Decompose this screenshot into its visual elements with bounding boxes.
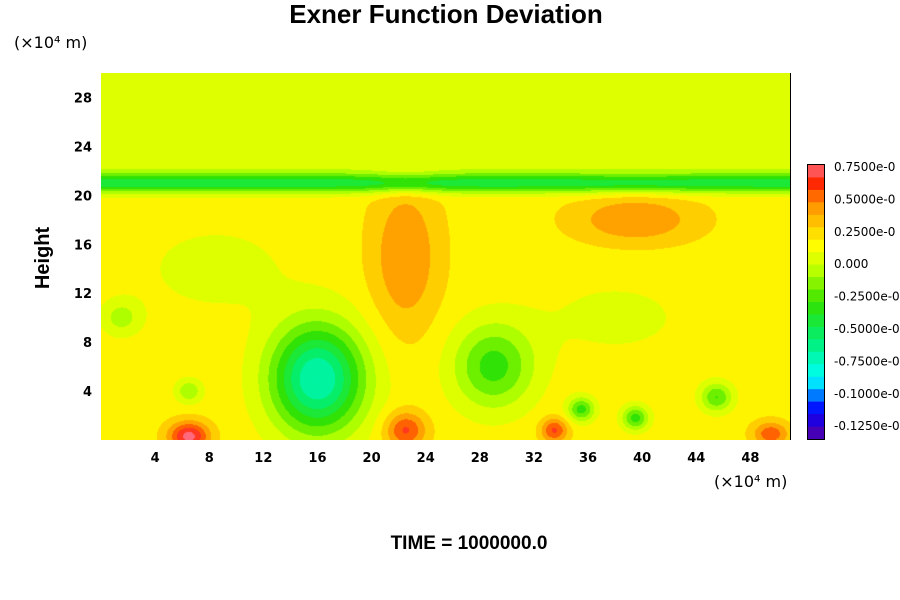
y-axis-label: Height bbox=[32, 227, 54, 290]
colorbar-cell bbox=[808, 264, 824, 278]
colorbar-cell bbox=[808, 189, 824, 203]
colorbar-label: 0.5000e-0 bbox=[834, 192, 895, 206]
colorbar-cell bbox=[808, 414, 824, 428]
x-tick-label: 48 bbox=[741, 451, 759, 466]
colorbar-cell bbox=[808, 302, 824, 316]
colorbar-cell bbox=[808, 401, 824, 415]
x-tick-label: 8 bbox=[205, 451, 214, 466]
colorbar-label: 0.000 bbox=[834, 257, 868, 271]
chart-title: Exner Function Deviation bbox=[289, 0, 603, 29]
x-tick-label: 36 bbox=[579, 451, 597, 466]
colorbar-label: -0.1000e-0 bbox=[834, 387, 900, 401]
colorbar-cell bbox=[808, 214, 824, 228]
colorbar-cell bbox=[808, 277, 824, 291]
x-tick-label: 4 bbox=[151, 451, 160, 466]
y-tick-label: 12 bbox=[74, 287, 92, 302]
y-tick-label: 4 bbox=[83, 385, 92, 400]
colorbar-border bbox=[807, 164, 825, 440]
colorbar-cell bbox=[808, 239, 824, 253]
x-tick-label: 40 bbox=[633, 451, 651, 466]
colorbar-label: 0.2500e-0 bbox=[834, 225, 895, 239]
y-axis-ticks: 4 8 12 16 20 24 28 bbox=[74, 91, 92, 400]
x-tick-label: 20 bbox=[363, 451, 381, 466]
x-tick-label: 28 bbox=[471, 451, 489, 466]
colorbar-cell bbox=[808, 364, 824, 378]
x-tick-label: 32 bbox=[525, 451, 543, 466]
colorbar-cell bbox=[808, 227, 824, 241]
colorbar-cell bbox=[808, 389, 824, 403]
y-unit-label: (×10⁴ m) bbox=[14, 33, 87, 52]
x-axis-ticks: 4 8 12 16 20 24 28 32 36 40 44 48 bbox=[151, 451, 760, 466]
colorbar-cell bbox=[808, 351, 824, 365]
plot-area bbox=[101, 73, 791, 440]
colorbar-cell bbox=[808, 339, 824, 353]
colorbar-label: -0.7500e-0 bbox=[834, 354, 900, 368]
x-tick-label: 12 bbox=[254, 451, 272, 466]
colorbar-cell bbox=[808, 426, 824, 440]
colorbar: 0.7500e-0 0.5000e-0 0.2500e-0 0.000 -0.2500e… bbox=[807, 160, 900, 440]
time-label: TIME = 1000000.0 bbox=[391, 533, 548, 554]
colorbar-label: 0.7500e-0 bbox=[834, 160, 895, 174]
colorbar-label: -0.1250e-0 bbox=[834, 419, 900, 433]
colorbar-cell bbox=[808, 202, 824, 216]
colorbar-cell bbox=[808, 326, 824, 340]
colorbar-cell bbox=[808, 252, 824, 266]
colorbar-cell bbox=[808, 177, 824, 191]
x-tick-label: 24 bbox=[417, 451, 435, 466]
y-tick-label: 8 bbox=[83, 336, 92, 351]
x-unit-label: (×10⁴ m) bbox=[714, 472, 787, 491]
colorbar-cell bbox=[808, 165, 824, 179]
colorbar-label: -0.2500e-0 bbox=[834, 290, 900, 304]
colorbar-cell bbox=[808, 314, 824, 328]
y-tick-label: 20 bbox=[74, 189, 92, 204]
x-tick-label: 16 bbox=[308, 451, 326, 466]
y-tick-label: 16 bbox=[74, 238, 92, 253]
colorbar-label: -0.5000e-0 bbox=[834, 322, 900, 336]
colorbar-cell bbox=[808, 289, 824, 303]
colorbar-cell bbox=[808, 376, 824, 390]
x-tick-label: 44 bbox=[687, 451, 705, 466]
y-tick-label: 24 bbox=[74, 140, 92, 155]
heatmap-field bbox=[101, 73, 791, 440]
y-tick-label: 28 bbox=[74, 91, 92, 106]
